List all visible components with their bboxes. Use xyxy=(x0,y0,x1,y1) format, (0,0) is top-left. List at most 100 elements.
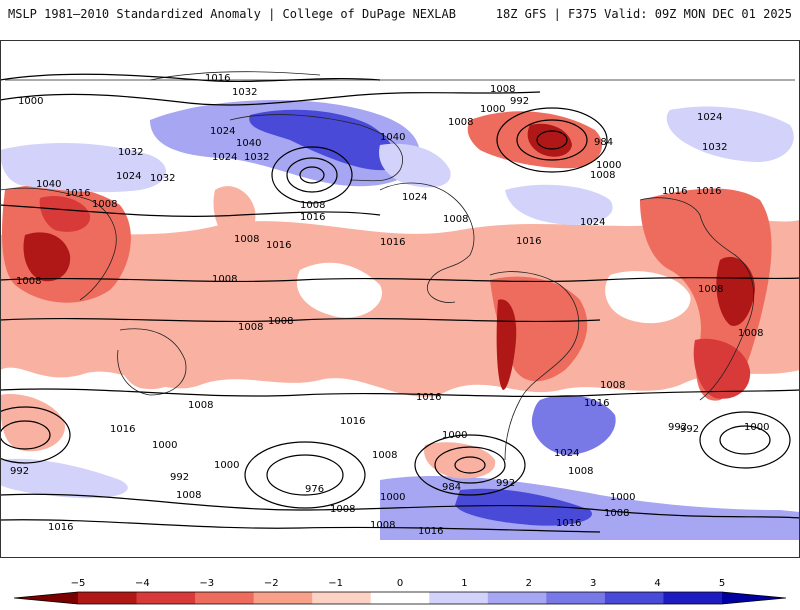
contour-label: 1008 xyxy=(238,322,263,333)
anomaly-fill-andes-dark xyxy=(496,299,517,390)
anomaly-fill-south-indian-pink xyxy=(0,394,66,452)
contour-label: 992 xyxy=(10,466,29,477)
model-run-info: 18Z GFS | F375 Valid: 09Z MON DEC 01 202… xyxy=(495,7,792,21)
colorbar-segment xyxy=(370,592,430,604)
colorbar-tick-label: 2 xyxy=(525,578,532,589)
contour-label: 1016 xyxy=(662,186,687,197)
isobars xyxy=(0,73,800,533)
contour-label: 1032 xyxy=(244,152,269,163)
anomaly-fill-africa xyxy=(640,188,772,401)
colorbar-tick-label: −2 xyxy=(263,578,279,589)
contour-label: 1008 xyxy=(443,214,468,225)
colorbar-segment xyxy=(722,592,786,604)
colorbar-segment xyxy=(429,592,489,604)
contour-label: 1000 xyxy=(596,160,621,171)
contour-label: 1000 xyxy=(442,430,467,441)
coastlines xyxy=(0,71,795,461)
contour-label: 1024 xyxy=(116,171,141,182)
contour-label: 1008 xyxy=(16,276,41,287)
colorbar-segment xyxy=(487,592,547,604)
contour-label: 1016 xyxy=(516,236,541,247)
contour-label: 1024 xyxy=(210,126,235,137)
contour-label: 1008 xyxy=(92,199,117,210)
contour-label: 992 xyxy=(668,422,687,433)
contour-label: 1024 xyxy=(212,152,237,163)
contour-label: 1032 xyxy=(150,173,175,184)
colorbar-tick-label: −4 xyxy=(135,578,150,589)
contour-label: 1016 xyxy=(418,526,443,537)
colorbar-tick-label: −3 xyxy=(199,578,215,589)
contour-label: 992 xyxy=(170,472,189,483)
colorbar-tick-label: 1 xyxy=(461,578,468,589)
contour-label: 1000 xyxy=(380,492,405,503)
map-title: MSLP 1981–2010 Standardized Anomaly | Co… xyxy=(8,7,456,21)
contour-label: 1016 xyxy=(300,212,325,223)
anomaly-fill-southern-africa xyxy=(693,338,751,399)
contour-label: 1016 xyxy=(556,518,581,529)
anomaly-fill-atlantic-low-dark xyxy=(527,123,572,157)
contour-labels: 1016 1000 1032 1024 1040 1032 1024 1032 … xyxy=(10,73,769,537)
colorbar-svg xyxy=(13,591,787,605)
contour-label: 1016 xyxy=(65,188,90,199)
anomaly-fill-canada-blue xyxy=(379,143,451,188)
contour-label: 984 xyxy=(594,137,613,148)
contour-label: 1024 xyxy=(697,112,722,123)
contour-label: 1016 xyxy=(696,186,721,197)
contour-label: 1024 xyxy=(554,448,579,459)
anomaly-fill-asia-red2 xyxy=(39,195,91,232)
colorbar-segment xyxy=(663,592,723,604)
contour-label: 1016 xyxy=(110,424,135,435)
contour-label: 1008 xyxy=(234,234,259,245)
anomaly-fill-white-hole-pacific xyxy=(296,262,382,318)
contour-label: 1000 xyxy=(18,96,43,107)
contour-label: 1032 xyxy=(118,147,143,158)
contour-label: 1040 xyxy=(236,138,261,149)
colorbar-segment xyxy=(312,592,372,604)
contour-label: 1016 xyxy=(380,237,405,248)
contour-label: 1008 xyxy=(370,520,395,531)
anomaly-fill-siberia-blue xyxy=(0,143,167,193)
anomaly-map[interactable]: 1016 1000 1032 1024 1040 1032 1024 1032 … xyxy=(0,40,800,558)
contour-label: 1000 xyxy=(480,104,505,115)
colorbar-tick-label: 4 xyxy=(654,578,661,589)
anomaly-fill-pacific-low xyxy=(213,186,256,241)
contour-label: 1008 xyxy=(738,328,763,339)
anomaly-fill-europe-blue xyxy=(666,106,794,162)
anomaly-fill-australia-pink xyxy=(118,337,181,390)
anomaly-fill-asia-darkred xyxy=(23,232,71,282)
contour-label: 1008 xyxy=(568,466,593,477)
colorbar-segment xyxy=(253,592,313,604)
contour-label: 1008 xyxy=(448,117,473,128)
map-svg: 1016 1000 1032 1024 1040 1032 1024 1032 … xyxy=(0,40,800,558)
colorbar-segment xyxy=(195,592,255,604)
contour-label: 1008 xyxy=(300,200,325,211)
contour-label: 1008 xyxy=(698,284,723,295)
colorbar-segment xyxy=(78,592,138,604)
contour-label: 1040 xyxy=(380,132,405,143)
colorbar-tick-label: 5 xyxy=(718,578,726,589)
contour-label: 992 xyxy=(496,478,515,489)
colorbar-segment xyxy=(136,592,196,604)
anomaly-fill-tropics xyxy=(0,218,800,397)
contour-label: 976 xyxy=(305,484,324,495)
contour-label: 1008 xyxy=(604,508,629,519)
contour-label: 1008 xyxy=(268,316,293,327)
contour-label: 992 xyxy=(680,424,699,435)
contour-label: 1000 xyxy=(152,440,177,451)
header: MSLP 1981–2010 Standardized Anomaly | Co… xyxy=(0,0,800,30)
contour-label: 1008 xyxy=(372,450,397,461)
colorbar-tick-label: −5 xyxy=(70,578,86,589)
colorbar-tick-label: 0 xyxy=(396,578,404,589)
contour-label: 1000 xyxy=(610,492,635,503)
anomaly-fill-antarctic-dark-blue xyxy=(455,488,592,526)
contour-label: 1000 xyxy=(214,460,239,471)
contour-label: 1016 xyxy=(205,73,230,84)
contour-label: 1040 xyxy=(36,179,61,190)
contour-label: 1024 xyxy=(580,217,605,228)
contour-label: 1008 xyxy=(490,84,515,95)
contour-label: 1016 xyxy=(266,240,291,251)
anomaly-fill-south-pacific-pink xyxy=(424,442,496,479)
contour-label: 992 xyxy=(510,96,529,107)
colorbar-tick-label: −1 xyxy=(328,578,343,589)
anomaly-fill-south-atlantic-blue xyxy=(531,395,616,455)
